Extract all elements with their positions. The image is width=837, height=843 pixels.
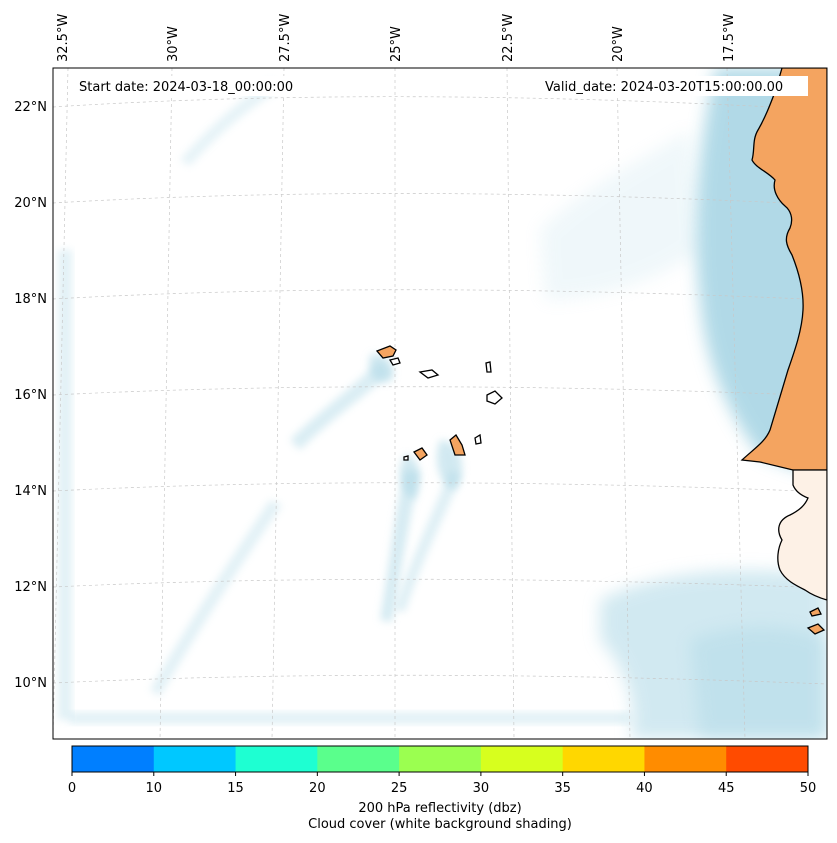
lon-label-22-5w: 22.5°W	[501, 14, 516, 62]
map-panel: Start date: 2024-03-18_00:00:00 Valid_da…	[14, 14, 828, 740]
colorbar-tick-label: 25	[391, 781, 408, 796]
island-sao-vicente	[388, 357, 401, 366]
map-gridlines	[53, 68, 827, 739]
colorbar-tick-label: 35	[554, 781, 571, 796]
colorbar-frame	[71, 745, 809, 773]
lat-label-16n: 16°N	[14, 388, 47, 403]
start-date-box	[75, 76, 307, 96]
cloud-streak-northwest	[180, 80, 282, 166]
cloud-streak-north	[290, 360, 392, 450]
colorbar-swatch	[72, 746, 155, 772]
gridline-lon-22-5	[506, 68, 515, 739]
cloud-border-west	[58, 250, 72, 720]
colorbar-title-line2: Cloud cover (white background shading)	[308, 817, 572, 832]
colorbar-swatch	[235, 746, 318, 772]
west-africa-coast-north	[740, 68, 827, 471]
lon-label-27-5w: 27.5°W	[278, 14, 293, 62]
valid-date-box	[542, 76, 808, 96]
cloud-border-south	[70, 712, 630, 724]
lat-label-12n: 12°N	[14, 580, 47, 595]
colorbar-tick-label: 0	[68, 781, 76, 796]
lon-label-25w: 25°W	[389, 26, 404, 62]
colorbar-tick-label: 45	[718, 781, 735, 796]
latitude-labels: 22°N 20°N 18°N 16°N 14°N 12°N 10°N	[14, 100, 47, 691]
colorbar-swatch	[726, 746, 809, 772]
colorbar-swatch	[153, 746, 237, 772]
land-areas	[375, 68, 827, 635]
colorbar-swatch	[562, 746, 645, 772]
island-santo-antao	[375, 345, 397, 359]
island-sal	[485, 361, 492, 373]
colorbar-tick-label: 40	[636, 781, 653, 796]
island-fogo	[413, 447, 428, 461]
lat-label-18n: 18°N	[14, 292, 47, 307]
colorbar-swatch	[480, 746, 564, 772]
lon-label-32-5w: 32.5°W	[56, 14, 71, 62]
valid-date-label: Valid_date: 2024-03-20T15:00:00.00	[545, 80, 783, 95]
colorbar-tick-label: 30	[473, 781, 490, 796]
colorbar-tick-label: 50	[800, 781, 817, 796]
island-sao-nicolau	[418, 369, 440, 379]
lat-label-20n: 20°N	[14, 196, 47, 211]
island-boa-vista	[486, 390, 503, 405]
cloud-streak-southwest	[150, 500, 282, 696]
island-maio	[474, 433, 482, 445]
map-frame	[52, 67, 828, 740]
colorbar-tick-label: 10	[146, 781, 163, 796]
colorbar: 0 10 15 20 25 30 35 40 45 50	[68, 745, 817, 796]
gridline-lon-30	[159, 68, 173, 739]
gridline-lon-27-5	[271, 68, 285, 739]
start-date-label: Start date: 2024-03-18_00:00:00	[79, 80, 293, 95]
colorbar-swatch	[399, 746, 482, 772]
gridline-lon-20	[616, 68, 631, 739]
lon-label-17-5w: 17.5°W	[722, 14, 737, 62]
lon-label-20w: 20°W	[611, 26, 626, 62]
cloud-streak-south	[395, 470, 462, 612]
colorbar-tick-label: 15	[227, 781, 244, 796]
lat-label-10n: 10°N	[14, 676, 47, 691]
lat-label-22n: 22°N	[14, 100, 47, 115]
coastal-islets-south	[806, 607, 826, 635]
lon-label-30w: 30°W	[166, 26, 181, 62]
colorbar-tick-label: 20	[309, 781, 326, 796]
longitude-labels: 32.5°W 30°W 27.5°W 25°W 22.5°W 20°W 17.5…	[56, 14, 737, 62]
colorbar-swatch	[317, 746, 400, 772]
gridline-lon-32-5	[53, 68, 69, 739]
colorbar-swatch	[644, 746, 727, 772]
gridline-lon-17-5	[726, 68, 746, 739]
island-santiago	[449, 434, 466, 456]
west-africa-coast-south	[777, 469, 827, 601]
southeast-cloud-core	[690, 626, 827, 739]
lat-label-14n: 14°N	[14, 484, 47, 499]
colorbar-title-line1: 200 hPa reflectivity (dbz)	[358, 801, 522, 816]
cloud-island-blobs	[369, 354, 463, 500]
cloud-streak-central	[380, 470, 420, 622]
faint-cloud-west-of-band	[540, 130, 700, 300]
island-brava	[403, 455, 409, 461]
